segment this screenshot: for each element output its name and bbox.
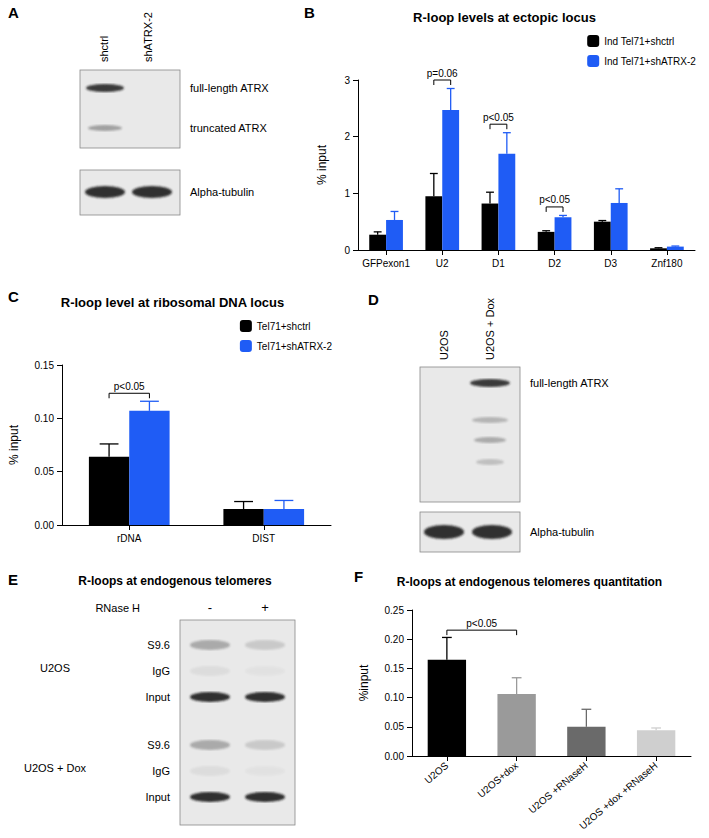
svg-text:Input: Input	[146, 791, 170, 803]
svg-text:shATRX-2: shATRX-2	[142, 12, 154, 62]
svg-text:GFPexon1: GFPexon1	[362, 258, 410, 269]
svg-text:0.15: 0.15	[385, 663, 405, 674]
svg-text:Tel71+shctrl: Tel71+shctrl	[257, 321, 311, 332]
svg-text:R-loops at endogenous telomere: R-loops at endogenous telomeres quantita…	[397, 575, 662, 589]
svg-text:full-length ATRX: full-length ATRX	[190, 82, 269, 94]
svg-text:D2: D2	[548, 258, 561, 269]
svg-text:DIST: DIST	[252, 533, 275, 544]
svg-text:rDNA: rDNA	[117, 533, 142, 544]
svg-text:Znf180: Znf180	[651, 258, 683, 269]
svg-text:IgG: IgG	[152, 665, 170, 677]
svg-text:0.20: 0.20	[385, 634, 405, 645]
svg-text:+: +	[261, 600, 269, 615]
svg-text:B: B	[304, 4, 315, 21]
svg-text:Alpha-tubulin: Alpha-tubulin	[190, 186, 254, 198]
svg-text:S9.6: S9.6	[147, 739, 170, 751]
svg-text:% input: % input	[7, 424, 21, 465]
svg-text:C: C	[8, 288, 19, 305]
svg-text:0.05: 0.05	[385, 721, 405, 732]
svg-text:R-loops at endogenous telomere: R-loops at endogenous telomeres	[78, 574, 272, 588]
svg-text:IgG: IgG	[152, 765, 170, 777]
svg-text:2: 2	[344, 131, 350, 142]
svg-text:Ind Tel71+shctrl: Ind Tel71+shctrl	[604, 36, 674, 47]
svg-text:U2OS: U2OS	[438, 330, 450, 360]
svg-text:p<0.05: p<0.05	[114, 381, 145, 392]
svg-text:p=0.06: p=0.06	[427, 68, 458, 79]
svg-text:R-loop levels at ectopic locus: R-loop levels at ectopic locus	[413, 10, 596, 25]
svg-text:D3: D3	[604, 258, 617, 269]
svg-text:RNase H: RNase H	[95, 602, 140, 614]
svg-text:U2OS +RNaseH: U2OS +RNaseH	[526, 760, 589, 816]
svg-text:A: A	[8, 4, 19, 21]
svg-text:U2OS +dox +RNaseH: U2OS +dox +RNaseH	[577, 760, 659, 832]
svg-text:U2OS+dox: U2OS+dox	[475, 760, 520, 800]
svg-text:U2OS + Dox: U2OS + Dox	[24, 762, 87, 774]
svg-text:%input: %input	[357, 664, 371, 701]
svg-text:Tel71+shATRX-2: Tel71+shATRX-2	[257, 341, 333, 352]
svg-text:S9.6: S9.6	[147, 639, 170, 651]
svg-text:Ind Tel71+shATRX-2: Ind Tel71+shATRX-2	[604, 56, 696, 67]
svg-text:0.10: 0.10	[385, 692, 405, 703]
svg-text:p<0.05: p<0.05	[466, 618, 497, 629]
svg-text:0.10: 0.10	[35, 413, 55, 424]
svg-text:1: 1	[344, 188, 350, 199]
svg-text:U2: U2	[436, 258, 449, 269]
svg-text:0.05: 0.05	[35, 466, 55, 477]
svg-text:D: D	[368, 291, 379, 308]
svg-text:0.25: 0.25	[385, 605, 405, 616]
svg-text:F: F	[354, 568, 363, 585]
svg-text:% input: % input	[315, 144, 329, 185]
svg-text:p<0.05: p<0.05	[539, 194, 570, 205]
svg-text:U2OS + Dox: U2OS + Dox	[484, 297, 496, 360]
svg-text:0.00: 0.00	[385, 751, 405, 762]
svg-text:-: -	[208, 600, 212, 615]
svg-text:shctrl: shctrl	[98, 36, 110, 62]
svg-text:E: E	[8, 571, 18, 588]
svg-text:U2OS: U2OS	[40, 662, 70, 674]
svg-text:Input: Input	[146, 691, 170, 703]
svg-text:truncated ATRX: truncated ATRX	[190, 122, 267, 134]
svg-text:0.15: 0.15	[35, 360, 55, 371]
svg-text:D1: D1	[492, 258, 505, 269]
svg-text:p<0.05: p<0.05	[483, 112, 514, 123]
svg-text:Alpha-tubulin: Alpha-tubulin	[530, 526, 594, 538]
svg-text:R-loop level at ribosomal DNA: R-loop level at ribosomal DNA locus	[61, 295, 284, 310]
svg-text:0: 0	[344, 245, 350, 256]
svg-text:U2OS: U2OS	[422, 760, 450, 786]
svg-text:0.00: 0.00	[35, 520, 55, 531]
svg-text:3: 3	[344, 75, 350, 86]
svg-text:full-length ATRX: full-length ATRX	[530, 377, 609, 389]
